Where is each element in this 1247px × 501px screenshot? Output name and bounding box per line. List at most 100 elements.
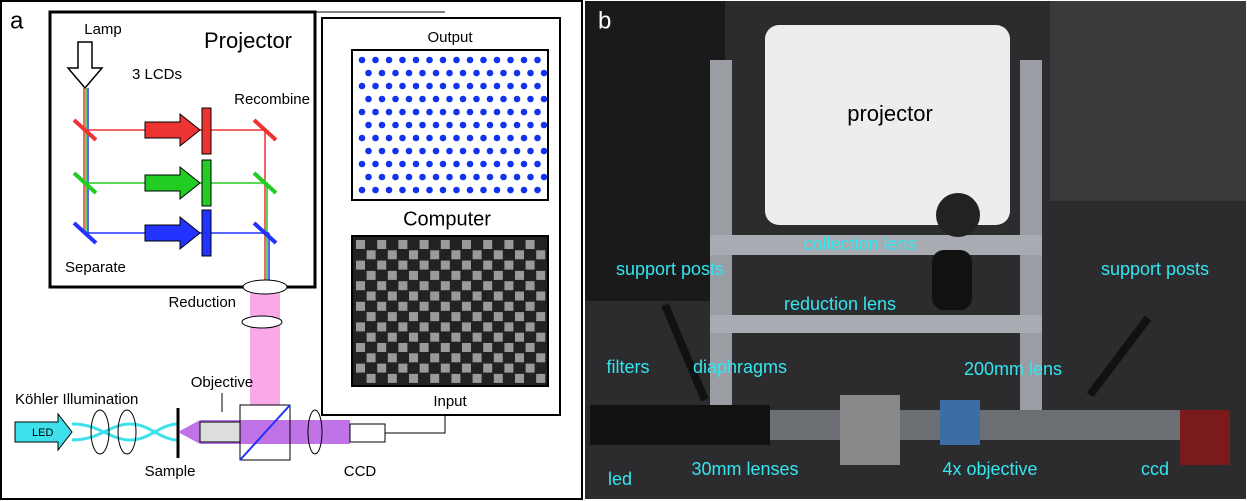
checker — [536, 374, 545, 383]
checker — [420, 240, 429, 249]
panel-label: b — [598, 7, 611, 34]
checker — [526, 281, 535, 290]
panel-label: a — [10, 7, 24, 34]
dot — [453, 187, 460, 194]
dot — [413, 135, 420, 142]
dot — [487, 96, 494, 103]
checker — [430, 312, 439, 321]
dot — [440, 57, 447, 64]
checker — [388, 312, 397, 321]
dot — [433, 70, 440, 77]
dot — [467, 83, 474, 90]
dot — [386, 83, 393, 90]
dot — [419, 96, 426, 103]
checker — [483, 322, 492, 331]
checker — [430, 250, 439, 259]
dot — [426, 187, 433, 194]
dot — [467, 135, 474, 142]
dot — [399, 109, 406, 116]
dot — [433, 96, 440, 103]
dot — [453, 161, 460, 168]
dot — [507, 187, 514, 194]
checker — [494, 374, 503, 383]
photo-annotation: projector — [847, 101, 933, 126]
dot — [440, 83, 447, 90]
dot — [541, 148, 548, 155]
recombine-label: Recombine — [234, 91, 310, 108]
dot — [440, 187, 447, 194]
dot — [392, 148, 399, 155]
dot — [453, 109, 460, 116]
dot — [541, 96, 548, 103]
dot — [500, 148, 507, 155]
dot — [446, 148, 453, 155]
checker — [473, 312, 482, 321]
checker — [462, 261, 471, 270]
dot — [453, 135, 460, 142]
dot — [426, 83, 433, 90]
dot — [521, 161, 528, 168]
checker — [526, 261, 535, 270]
dot — [467, 161, 474, 168]
checker — [441, 343, 450, 352]
dot — [419, 122, 426, 129]
checker — [451, 353, 460, 362]
dot — [406, 174, 413, 181]
checker — [409, 333, 418, 342]
checker — [377, 240, 386, 249]
dot — [521, 135, 528, 142]
dot — [480, 109, 487, 116]
dot — [487, 122, 494, 129]
checker — [409, 292, 418, 301]
checker — [398, 261, 407, 270]
dot — [494, 161, 501, 168]
dot — [467, 109, 474, 116]
checker — [409, 312, 418, 321]
dot — [386, 161, 393, 168]
ccd-label: CCD — [344, 463, 377, 480]
dot — [507, 135, 514, 142]
dot — [392, 174, 399, 181]
dot — [392, 70, 399, 77]
dot — [372, 57, 379, 64]
checker — [420, 322, 429, 331]
dot — [473, 70, 480, 77]
checker — [420, 364, 429, 373]
checker — [388, 292, 397, 301]
checker — [409, 374, 418, 383]
checker — [473, 353, 482, 362]
dot — [433, 122, 440, 129]
dot — [365, 70, 372, 77]
dot — [440, 135, 447, 142]
checker — [536, 250, 545, 259]
checker — [377, 322, 386, 331]
dot — [379, 70, 386, 77]
checker — [526, 343, 535, 352]
dot — [399, 135, 406, 142]
dot — [433, 148, 440, 155]
dot — [365, 148, 372, 155]
dot — [379, 148, 386, 155]
checker — [356, 302, 365, 311]
dot — [500, 96, 507, 103]
lamp-label: Lamp — [84, 21, 122, 38]
dot — [514, 70, 521, 77]
checker — [356, 322, 365, 331]
dot — [460, 70, 467, 77]
dot — [534, 57, 541, 64]
dot — [541, 70, 548, 77]
dot — [453, 83, 460, 90]
checker — [388, 374, 397, 383]
checker — [462, 281, 471, 290]
dot — [514, 174, 521, 181]
checker — [462, 240, 471, 249]
dot — [487, 174, 494, 181]
dot — [480, 161, 487, 168]
dot — [440, 109, 447, 116]
checker — [526, 364, 535, 373]
dot — [521, 57, 528, 64]
dot — [527, 70, 534, 77]
dot — [446, 96, 453, 103]
checker — [356, 281, 365, 290]
dot — [372, 187, 379, 194]
